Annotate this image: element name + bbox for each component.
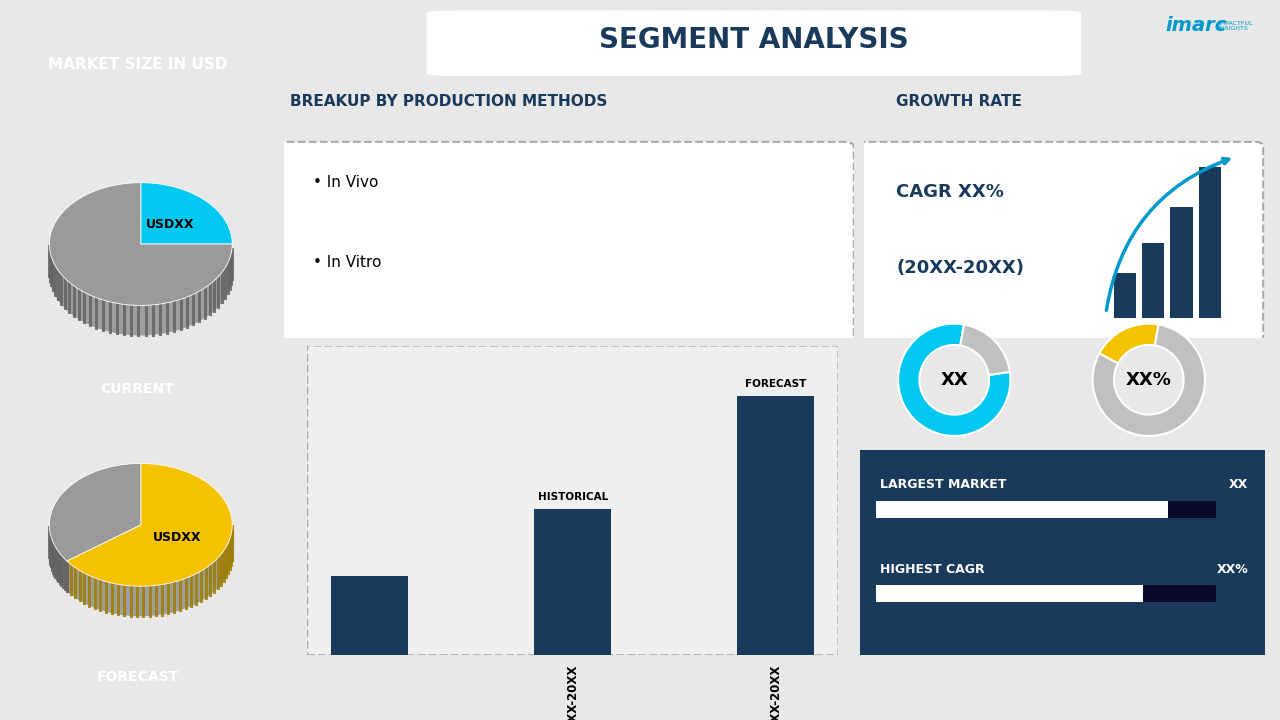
Text: USDXX: USDXX [154,531,202,544]
Ellipse shape [50,212,232,336]
Text: (20XX-20XX): (20XX-20XX) [896,258,1024,276]
Wedge shape [1093,325,1204,436]
Text: HIGHEST CAGR: HIGHEST CAGR [881,562,986,575]
Bar [737,396,814,655]
Wedge shape [1100,324,1158,364]
Text: FORECAST: FORECAST [745,379,806,390]
Bar [1198,167,1221,318]
Text: XX%: XX% [1126,371,1171,389]
Bar [534,509,612,655]
Wedge shape [899,324,1010,436]
FancyBboxPatch shape [273,142,854,343]
Text: CURRENT: CURRENT [101,382,174,396]
Polygon shape [141,183,232,244]
Text: HISTORICAL: HISTORICAL [538,492,608,502]
Bar [877,585,1143,602]
FancyBboxPatch shape [426,10,1082,76]
Text: imarc: imarc [1166,17,1226,35]
FancyBboxPatch shape [844,442,1280,663]
Text: MARKET SIZE IN USD: MARKET SIZE IN USD [47,58,228,72]
Bar [1170,207,1193,318]
Text: LARGEST MARKET: LARGEST MARKET [881,478,1007,491]
Bar [1143,585,1216,602]
Text: USDXX: USDXX [146,218,195,231]
Bar [1169,501,1216,518]
Bar [1114,273,1137,318]
Text: CAGR XX%: CAGR XX% [896,183,1004,201]
Bar [877,501,1169,518]
Polygon shape [50,464,141,561]
Wedge shape [960,325,1010,375]
FancyBboxPatch shape [307,346,838,655]
Text: BREAKUP BY PRODUCTION METHODS: BREAKUP BY PRODUCTION METHODS [289,94,607,109]
Text: • In Vitro: • In Vitro [312,256,381,270]
Polygon shape [50,183,232,305]
Text: GROWTH RATE: GROWTH RATE [896,94,1023,109]
Text: XX: XX [941,371,968,389]
Text: XX: XX [1229,478,1248,491]
Ellipse shape [50,493,232,616]
Bar [332,577,408,655]
Polygon shape [67,464,232,586]
Text: • In Vivo: • In Vivo [312,175,378,189]
Bar [1142,243,1165,318]
Text: XX%: XX% [1217,562,1248,575]
Text: IMPACTFUL
INSIGHTS: IMPACTFUL INSIGHTS [1219,20,1253,31]
Text: SEGMENT ANALYSIS: SEGMENT ANALYSIS [599,26,909,54]
FancyBboxPatch shape [856,142,1263,343]
Text: FORECAST: FORECAST [96,670,179,684]
